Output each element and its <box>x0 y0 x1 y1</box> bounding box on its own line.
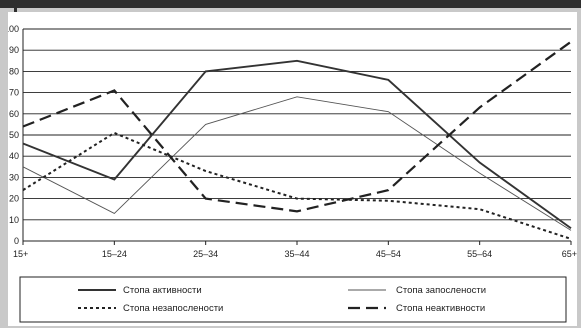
x-tick-label: 65+ <box>562 249 577 259</box>
chart-panel: 0 10 20 30 40 50 60 70 80 90 100 15+ 15–24 25–34 35–4… <box>8 12 577 326</box>
legend-box <box>19 276 567 323</box>
series-line-3 <box>22 131 572 240</box>
series-line-1 <box>22 59 572 230</box>
x-tick-labels: 15+ 15–24 25–34 35–44 45–54 55–64 65+ <box>13 249 577 259</box>
y-tick-label: 90 <box>9 45 19 55</box>
y-tick-label: 40 <box>9 151 19 161</box>
series-line-2 <box>22 96 572 231</box>
y-tick-label: 80 <box>9 66 19 76</box>
x-tick-label: 15+ <box>13 249 28 259</box>
x-tick-label: 55–64 <box>467 249 492 259</box>
line-chart: 0 10 20 30 40 50 60 70 80 90 100 15+ 15–24 25–34 35–4… <box>8 24 577 323</box>
y-tick-label: 30 <box>9 172 19 182</box>
legend-label-3: Стопа незапослености <box>123 303 223 314</box>
y-tick-label: 100 <box>8 24 19 34</box>
series-lines <box>22 40 572 240</box>
y-tick-label: 0 <box>14 236 19 246</box>
x-tick-label: 45–54 <box>376 249 401 259</box>
legend-label-1: Стопа активности <box>123 285 202 296</box>
legend: Стопа активности Стопа запослености Стопа … <box>19 276 567 323</box>
top-bar <box>0 0 581 8</box>
y-tick-label: 50 <box>9 130 19 140</box>
x-tick-label: 15–24 <box>102 249 127 259</box>
axes <box>22 29 572 245</box>
y-tick-labels: 0 10 20 30 40 50 60 70 80 90 100 <box>8 24 19 246</box>
legend-label-2: Стопа запослености <box>396 285 486 296</box>
legend-label-4: Стопа неактивности <box>396 303 485 314</box>
y-tick-label: 20 <box>9 194 19 204</box>
top-bar-notch <box>14 0 17 14</box>
x-tick-label: 25–34 <box>193 249 218 259</box>
x-tick-label: 35–44 <box>284 249 309 259</box>
series-line-4 <box>22 40 572 213</box>
y-tick-label: 10 <box>9 215 19 225</box>
y-tick-label: 70 <box>9 88 19 98</box>
y-tick-label: 60 <box>9 109 19 119</box>
